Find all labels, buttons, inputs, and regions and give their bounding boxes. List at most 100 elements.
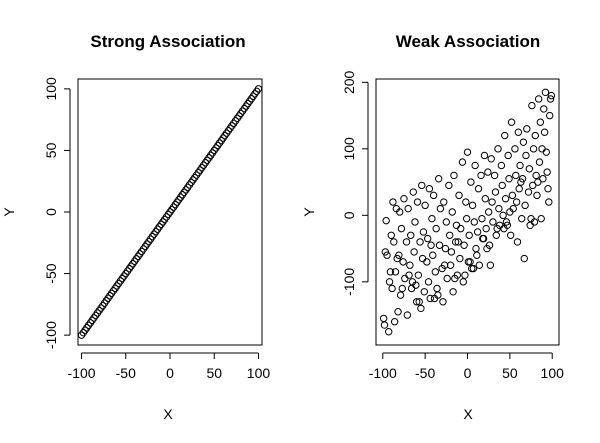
data-point — [462, 198, 470, 206]
data-point — [441, 244, 450, 253]
x-tick-label: -50 — [415, 365, 435, 381]
data-point — [402, 238, 411, 246]
data-point — [398, 284, 406, 293]
data-point — [461, 271, 469, 279]
x-axis-label: X — [163, 406, 173, 422]
data-point — [396, 208, 404, 216]
data-point — [391, 268, 400, 276]
data-point — [425, 185, 434, 193]
data-point — [421, 201, 429, 210]
data-point — [427, 241, 435, 249]
data-point — [539, 175, 547, 183]
data-point — [429, 191, 438, 200]
data-point — [381, 248, 390, 256]
data-point — [446, 231, 454, 239]
data-point — [512, 198, 521, 206]
data-point — [501, 195, 510, 203]
chart-title: Weak Association — [396, 32, 541, 51]
data-point — [419, 228, 428, 236]
data-point — [385, 278, 394, 286]
x-tick-label: -100 — [369, 365, 397, 381]
data-point — [432, 224, 440, 233]
data-point — [465, 231, 473, 239]
y-tick-label: 0 — [341, 211, 357, 219]
data-point — [445, 181, 453, 190]
data-point — [385, 328, 393, 336]
data-point — [522, 151, 530, 160]
scatter-points — [379, 88, 556, 336]
data-point — [523, 125, 531, 133]
data-point — [536, 118, 545, 126]
data-point — [518, 214, 526, 223]
data-point — [408, 278, 417, 286]
data-point — [412, 298, 421, 306]
data-point — [449, 288, 457, 296]
data-point — [396, 291, 405, 299]
data-point — [540, 105, 548, 113]
data-point — [479, 234, 488, 243]
y-axis-label: Y — [1, 207, 17, 217]
data-point — [524, 188, 533, 196]
data-point — [471, 161, 479, 170]
y-axis: -100 -50 0 50 100 — [43, 77, 71, 349]
data-point — [390, 238, 398, 246]
data-point — [430, 294, 439, 303]
data-point — [466, 258, 474, 266]
data-point — [491, 188, 500, 196]
data-point — [400, 195, 408, 203]
data-point — [410, 248, 418, 256]
x-axis-label: X — [463, 406, 473, 422]
data-point — [529, 145, 538, 153]
data-point — [382, 216, 390, 225]
data-point — [474, 185, 483, 193]
data-point — [544, 185, 552, 193]
data-point — [406, 261, 414, 269]
data-point — [542, 148, 550, 156]
data-point — [516, 161, 524, 170]
data-point — [442, 218, 451, 226]
data-point — [469, 264, 478, 273]
data-point — [515, 185, 523, 193]
data-point — [463, 148, 472, 156]
scatter-points — [77, 85, 263, 339]
data-point — [504, 151, 512, 160]
data-point — [407, 231, 415, 239]
data-point — [507, 231, 515, 239]
y-axis: -100 0 100 200 — [341, 70, 369, 296]
data-point — [435, 241, 444, 249]
data-point — [411, 218, 419, 226]
data-point — [389, 198, 397, 206]
data-point — [484, 208, 493, 216]
x-tick-label: 0 — [166, 365, 174, 381]
data-point — [388, 284, 396, 293]
y-axis-label: Y — [301, 207, 317, 217]
data-point — [413, 198, 422, 206]
data-point — [534, 95, 543, 103]
data-point — [520, 254, 528, 263]
data-point — [502, 218, 511, 226]
data-point — [403, 311, 412, 319]
data-point — [534, 178, 542, 186]
data-point — [418, 181, 426, 190]
data-point — [473, 251, 481, 259]
data-point — [462, 214, 471, 223]
data-point — [443, 274, 451, 283]
data-point — [529, 181, 537, 190]
data-point — [394, 308, 402, 316]
data-point — [531, 131, 539, 140]
data-point — [418, 254, 427, 263]
data-point — [417, 304, 425, 313]
data-point — [390, 318, 399, 326]
y-tick-label: 200 — [341, 70, 357, 94]
x-tick-label: -100 — [68, 365, 96, 381]
data-point — [429, 251, 437, 259]
data-point — [386, 268, 395, 276]
y-tick-label: -100 — [43, 321, 59, 349]
data-point — [494, 145, 502, 153]
data-point — [528, 101, 536, 110]
panel-weak-association: Weak Association -100 0 100 200 -100 -50 0 50 1… — [301, 32, 564, 422]
y-tick-label: 100 — [43, 77, 59, 101]
data-point — [540, 128, 549, 136]
data-point — [254, 85, 263, 93]
